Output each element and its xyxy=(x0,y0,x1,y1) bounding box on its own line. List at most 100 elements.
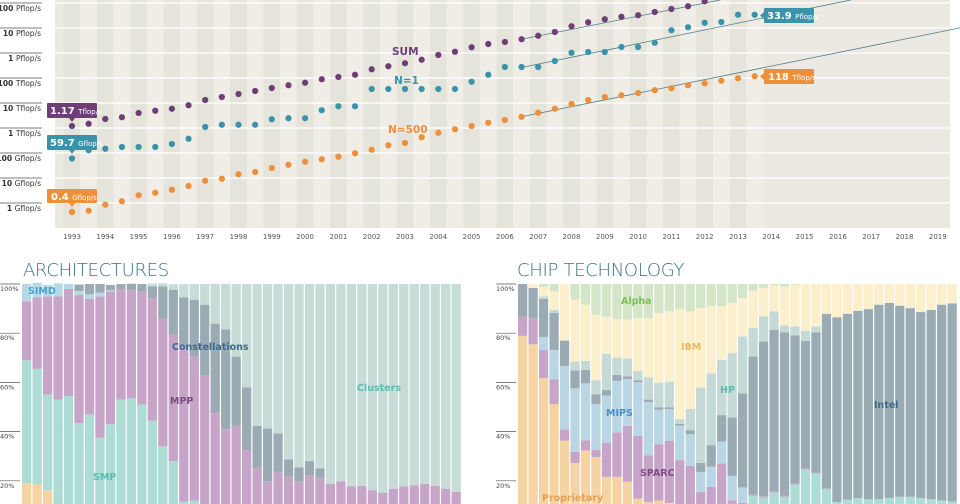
data-point-n=1 xyxy=(202,123,209,131)
y-tick-number: 1 xyxy=(7,204,15,213)
bar-segment-clusters xyxy=(242,284,252,388)
label-alpha: Alpha xyxy=(621,296,652,307)
bar-segment-sparc xyxy=(612,432,622,477)
data-point-n=500 xyxy=(152,189,159,196)
bar-segment-intel xyxy=(727,417,737,476)
data-point-n=1 xyxy=(451,85,459,93)
data-point-n=1 xyxy=(318,107,325,114)
bar-segment-intel xyxy=(884,302,894,499)
plot-stripe xyxy=(113,0,131,228)
bar-segment-hp xyxy=(696,387,706,463)
y-tick-unit: Tflop/s xyxy=(15,79,41,88)
data-point-sum xyxy=(485,40,492,48)
x-tick-label: 1994 xyxy=(96,233,114,241)
bar-segment-hp xyxy=(633,370,643,381)
chip-technology-title: CHIP TECHNOLOGY xyxy=(517,260,684,281)
data-point-sum xyxy=(118,114,126,121)
bar-segment-mpp xyxy=(53,296,63,400)
bar-segment-smp xyxy=(158,446,168,504)
bar-segment-mips xyxy=(591,404,601,451)
bar-segment-ibm xyxy=(727,302,737,354)
bar-segment-smp xyxy=(63,395,74,504)
bar-segment-sparc xyxy=(601,442,612,477)
bar-segment-smp xyxy=(147,420,157,504)
bar-segment-clusters xyxy=(200,284,210,305)
y-tick-label: 20% xyxy=(0,482,14,490)
bar-segment-smp xyxy=(126,398,137,504)
plot-stripe xyxy=(246,0,264,228)
bar-segment-alpha xyxy=(675,284,685,310)
bar-segment-intel xyxy=(832,317,842,502)
bar-segment-mpp xyxy=(441,488,451,504)
data-point-sum xyxy=(451,48,459,55)
bar-segment-intel xyxy=(664,407,674,409)
bar-segment-other xyxy=(905,496,915,504)
bar-segment-mpp xyxy=(378,492,388,504)
bar-segment-mips xyxy=(633,382,643,437)
bar-segment-mpp xyxy=(252,467,262,504)
bar-segment-mpp xyxy=(451,491,461,504)
data-point-sum xyxy=(535,32,542,39)
plot-stripe xyxy=(363,0,381,228)
bar-segment-intel xyxy=(863,309,873,500)
bar-segment-hp xyxy=(717,359,727,416)
data-point-n=500 xyxy=(268,164,275,172)
data-point-n=500 xyxy=(568,100,575,108)
plot-stripe xyxy=(646,0,664,228)
bar-segment-mpp xyxy=(346,486,357,504)
bar-segment-sparc xyxy=(591,450,601,458)
data-point-sum xyxy=(335,73,342,81)
x-tick-label: 2001 xyxy=(329,233,347,241)
bar-segment-clusters xyxy=(430,284,440,486)
bar-segment-intel xyxy=(633,380,643,383)
plot-stripe xyxy=(296,0,314,228)
bar-segment-clusters xyxy=(179,284,189,298)
bar-segment-alpha xyxy=(748,284,758,291)
bar-segment-intel xyxy=(570,370,580,389)
data-point-sum xyxy=(252,87,259,95)
bar-segment-mpp xyxy=(242,449,252,504)
plot-stripe xyxy=(596,0,614,228)
data-point-n=1 xyxy=(751,11,758,18)
bar-segment-ibm xyxy=(842,284,853,314)
data-point-n=1 xyxy=(401,85,409,93)
bar-segment-hp xyxy=(811,326,821,333)
bar-segment-other xyxy=(916,498,926,504)
bar-segment-sparc xyxy=(518,316,528,336)
data-point-n=1 xyxy=(668,27,675,34)
bar-segment-mips xyxy=(538,336,549,350)
bar-segment-ibm xyxy=(633,318,643,371)
bar-segment-clusters xyxy=(262,284,273,429)
bar-segment-sparc xyxy=(633,436,643,499)
bar-segment-hp xyxy=(748,328,758,357)
data-point-n=1 xyxy=(302,115,309,122)
bar-segment-clusters xyxy=(420,284,430,484)
bar-segment-constellations xyxy=(84,284,95,295)
bar-segment-mpp xyxy=(304,475,315,504)
bar-segment-constellations xyxy=(95,284,105,293)
bar-segment-ibm xyxy=(706,306,716,374)
bar-segment-clusters xyxy=(168,284,178,290)
bar-segment-intel xyxy=(654,407,664,410)
y-tick-unit: Gflop/s xyxy=(15,204,41,213)
n500-label: N=500 xyxy=(388,124,428,136)
bar-segment-ibm xyxy=(832,284,842,318)
bar-segment-ibm xyxy=(580,304,591,361)
bar-segment-alpha xyxy=(643,284,653,319)
bar-segment-sparc xyxy=(654,444,664,501)
bar-segment-smp xyxy=(53,399,63,504)
y-tick-unit: Tflop/s xyxy=(15,129,41,138)
bar-segment-mpp xyxy=(168,334,178,462)
bar-segment-hp xyxy=(769,311,779,330)
bar-segment-intel xyxy=(591,394,601,405)
data-point-sum xyxy=(85,120,92,127)
bar-segment-clusters xyxy=(409,284,419,486)
bar-segment-sparc xyxy=(549,379,559,405)
svg-text:59.7 Gflop/s: 59.7 Gflop/s xyxy=(50,138,103,149)
callout-sum-start: 1.17 Tflop/s xyxy=(47,103,102,122)
data-point-n=500 xyxy=(751,73,758,80)
y-tick-number: 10 xyxy=(3,29,16,38)
bar-segment-mpp xyxy=(137,291,147,405)
bar-segment-other xyxy=(926,499,936,504)
x-tick-label: 2007 xyxy=(529,233,547,241)
